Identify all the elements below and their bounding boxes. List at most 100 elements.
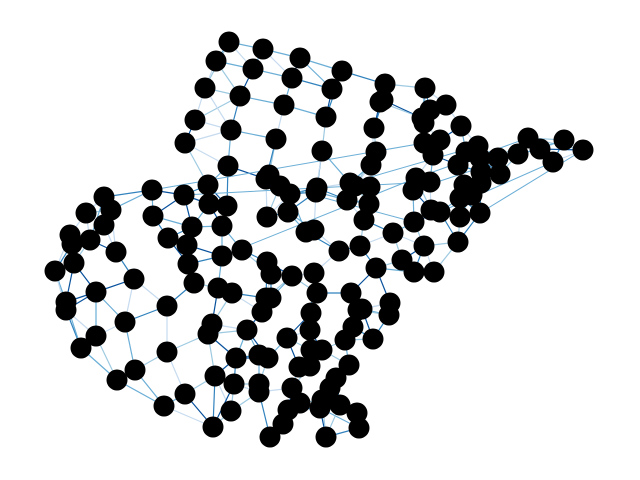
graph-node — [306, 177, 328, 199]
graph-node — [248, 381, 270, 403]
graph-node — [414, 77, 436, 99]
graph-node — [315, 426, 337, 448]
graph-node — [348, 417, 370, 439]
graph-node — [79, 229, 101, 251]
graph-node — [194, 77, 216, 99]
graph-node — [435, 94, 457, 116]
graph-node — [220, 400, 242, 422]
graph-node — [276, 327, 298, 349]
graph-node — [299, 355, 321, 377]
graph-node — [216, 195, 238, 217]
graph-node — [507, 143, 529, 165]
graph-node — [311, 339, 333, 361]
graph-node — [321, 78, 343, 100]
graph-node — [63, 252, 85, 274]
graph-node — [411, 107, 433, 129]
graph-node — [231, 239, 253, 261]
graph-node — [85, 281, 107, 303]
graph-node — [123, 268, 145, 290]
graph-node — [229, 85, 251, 107]
graph-node — [236, 319, 258, 341]
graph-nodes — [44, 31, 594, 448]
graph-node — [423, 261, 445, 283]
graph-node — [217, 155, 239, 177]
graph-node — [157, 227, 179, 249]
graph-node — [450, 115, 472, 137]
graph-node — [382, 222, 404, 244]
graph-node — [211, 245, 233, 267]
graph-node — [272, 413, 294, 435]
graph-node — [469, 147, 491, 169]
graph-node — [529, 138, 551, 160]
graph-node — [413, 235, 435, 257]
graph-node — [174, 132, 196, 154]
graph-node — [242, 58, 264, 80]
graph-node — [221, 282, 243, 304]
graph-node — [340, 282, 362, 304]
graph-node — [183, 272, 205, 294]
graph-node — [309, 397, 331, 419]
graph-node — [572, 139, 594, 161]
graph-node — [328, 240, 350, 262]
graph-node — [202, 416, 224, 438]
graph-node — [365, 257, 387, 279]
graph-node — [295, 221, 317, 243]
graph-node — [197, 323, 219, 345]
graph-node — [44, 260, 66, 282]
graph-node — [336, 189, 358, 211]
graph-node — [342, 316, 364, 338]
graph-node — [258, 164, 280, 186]
graph-node — [220, 119, 242, 141]
graph-node — [61, 233, 83, 255]
graph-node — [306, 282, 328, 304]
graph-node — [252, 38, 274, 60]
graph-node — [55, 299, 77, 321]
graph-node — [205, 50, 227, 72]
graph-node — [197, 174, 219, 196]
graph-node — [281, 377, 303, 399]
graph-node — [259, 426, 281, 448]
graph-node — [265, 128, 287, 150]
graph-node — [402, 179, 424, 201]
graph-node — [225, 347, 247, 369]
graph-node — [429, 129, 451, 151]
graph-node — [289, 47, 311, 69]
graph-node — [553, 129, 575, 151]
graph-node — [469, 202, 491, 224]
graph-node — [303, 262, 325, 284]
graph-node — [156, 295, 178, 317]
graph-node — [403, 261, 425, 283]
graph-node — [106, 369, 128, 391]
graph-node — [489, 163, 511, 185]
graph-edge — [479, 149, 584, 214]
graph-node — [124, 359, 146, 381]
graph-node — [260, 287, 282, 309]
graph-node — [70, 337, 92, 359]
graph-node — [447, 231, 469, 253]
graph-node — [85, 325, 107, 347]
graph-node — [174, 383, 196, 405]
graph-node — [181, 216, 203, 238]
graph-node — [487, 147, 509, 169]
graph-node — [420, 199, 442, 221]
graph-node — [281, 265, 303, 287]
graph-node — [218, 31, 240, 53]
graph-node — [362, 328, 384, 350]
graph-node — [378, 304, 400, 326]
graph-node — [105, 241, 127, 263]
graph-node — [277, 201, 299, 223]
graph-node — [260, 263, 282, 285]
graph-node — [273, 94, 295, 116]
graph-node — [419, 171, 441, 193]
graph-node — [248, 344, 270, 366]
graph-node — [204, 365, 226, 387]
graph-node — [403, 211, 425, 233]
graph-node — [349, 235, 371, 257]
graph-node — [329, 394, 351, 416]
graph-node — [184, 109, 206, 131]
graph-node — [223, 373, 245, 395]
graph-node — [374, 73, 396, 95]
graph-node — [363, 117, 385, 139]
graph-node — [156, 341, 178, 363]
graph-node — [173, 184, 195, 206]
